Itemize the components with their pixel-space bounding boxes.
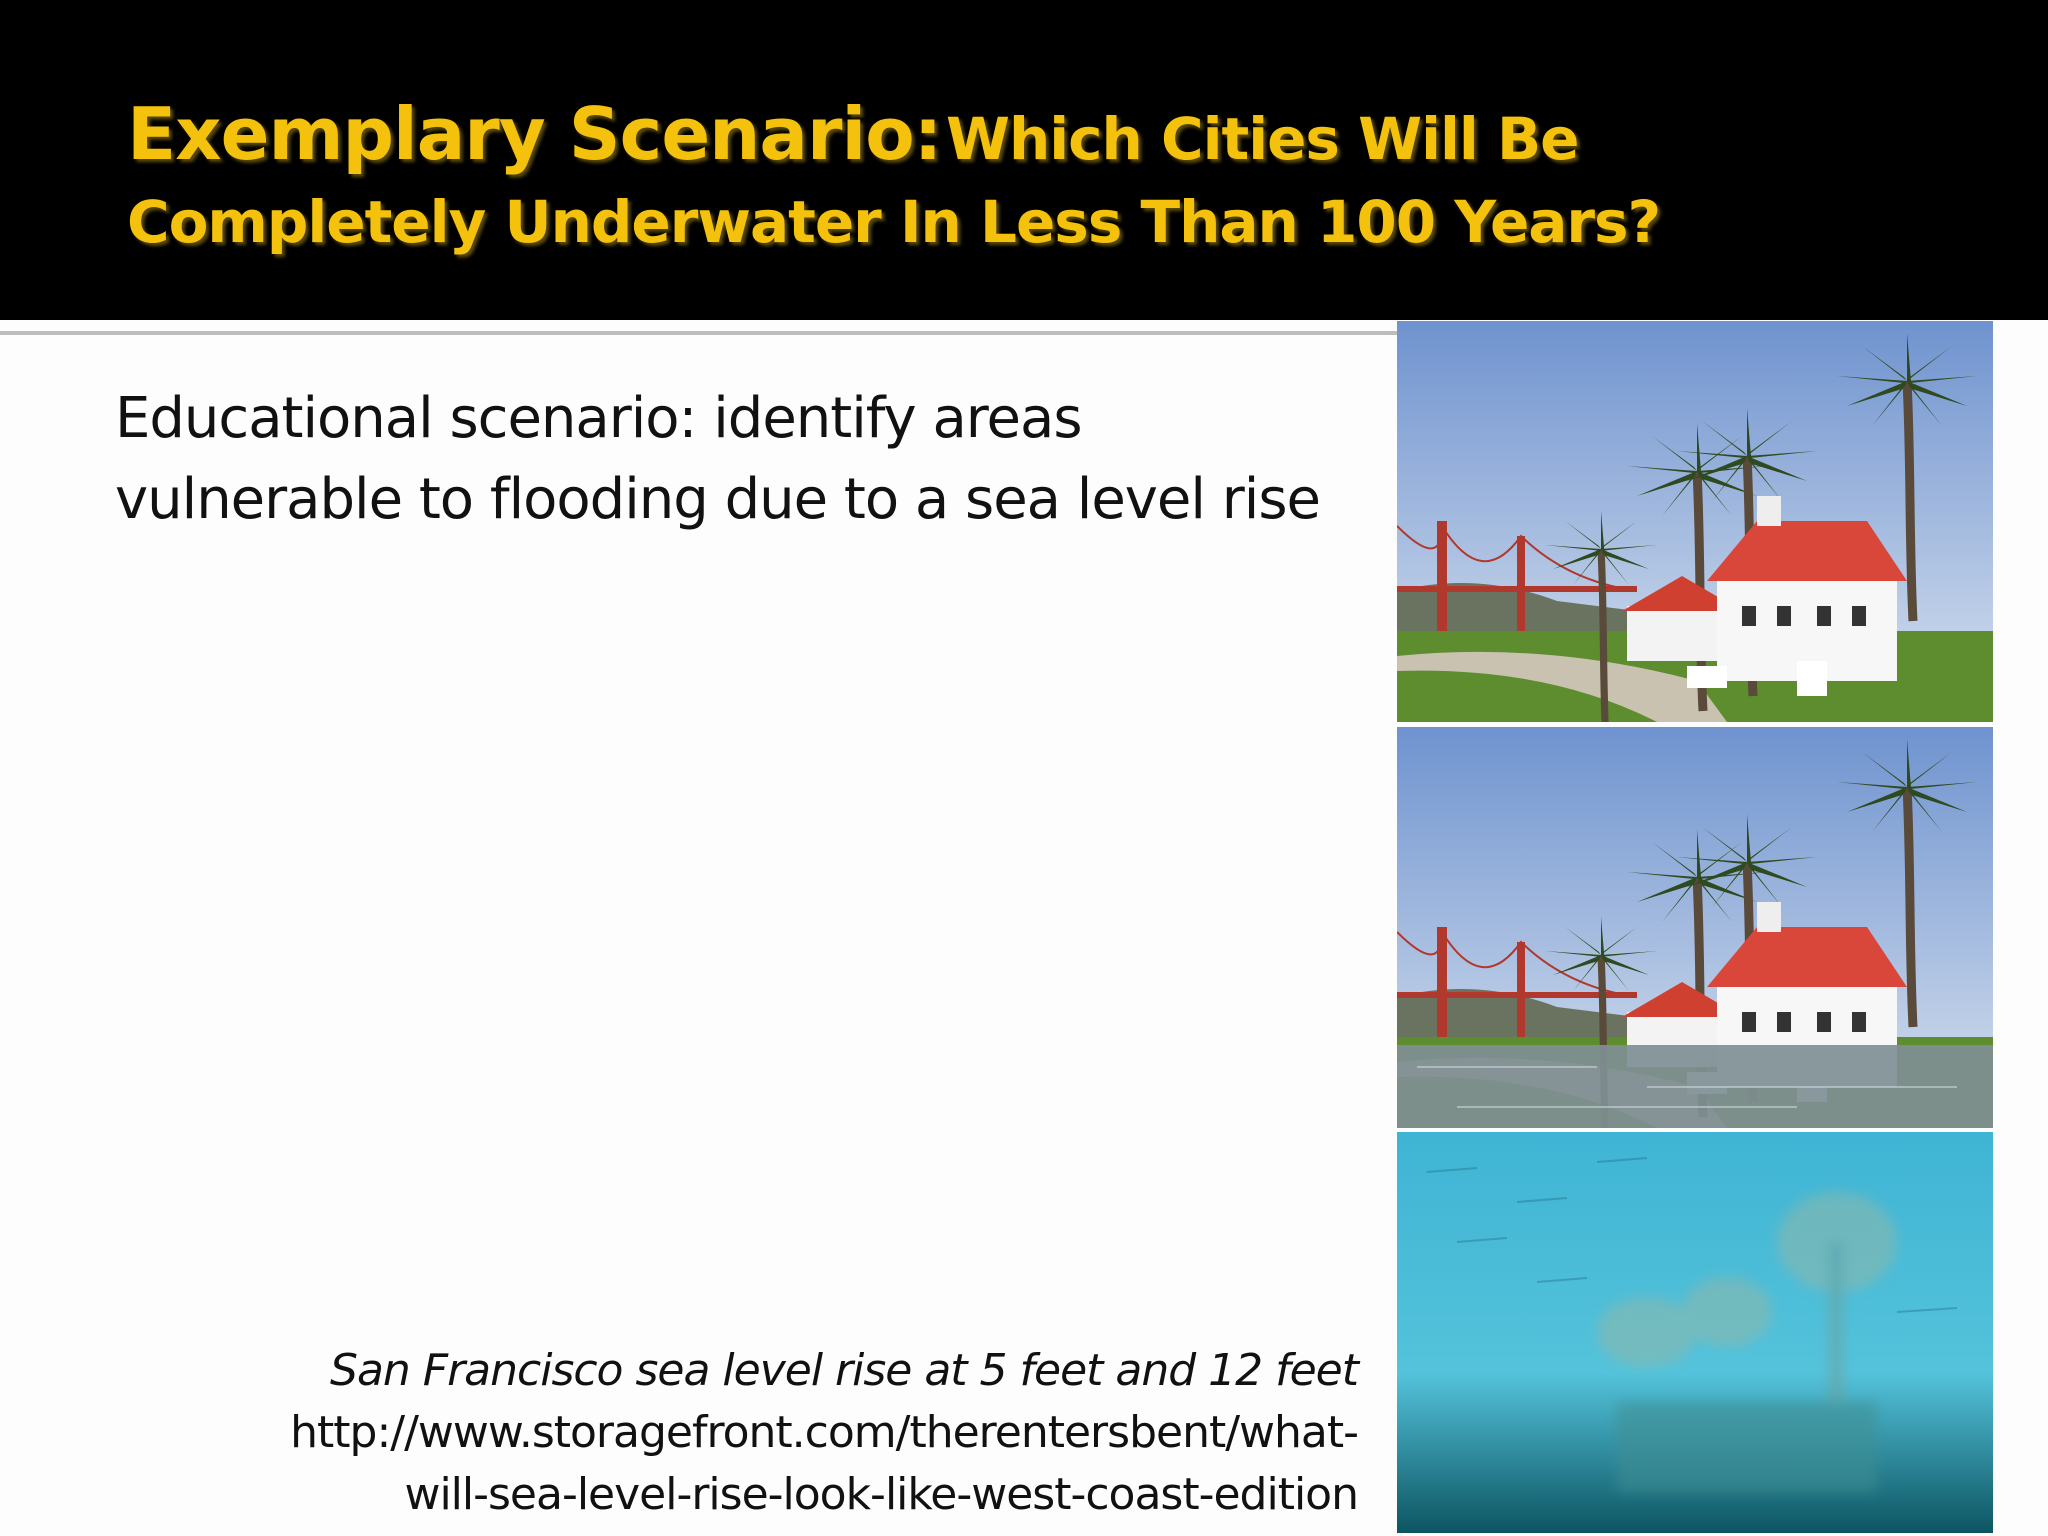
body-text: vulnerable to flooding due to a sea leve… <box>115 467 1321 532</box>
title-rest: Which Cities Will Be <box>946 105 1579 173</box>
source-url: will-sea-level-rise-look-like-west-coast… <box>404 1469 1359 1520</box>
photo-present <box>1397 321 1993 722</box>
source-url: http://www.storagefront.com/therentersbe… <box>290 1407 1359 1458</box>
header-bar <box>0 0 2048 320</box>
body-text: Educational scenario: identify areas <box>115 386 1083 451</box>
title-line-1: Exemplary Scenario: Which Cities Will Be <box>127 92 1580 176</box>
photo-12ft <box>1397 1132 1993 1533</box>
photo-5ft <box>1397 727 1993 1128</box>
title-line-2: Completely Underwater In Less Than 100 Y… <box>127 188 1661 256</box>
divider <box>0 331 1400 335</box>
title-lead: Exemplary Scenario: <box>127 92 942 176</box>
caption: San Francisco sea level rise at 5 feet a… <box>330 1345 1359 1396</box>
